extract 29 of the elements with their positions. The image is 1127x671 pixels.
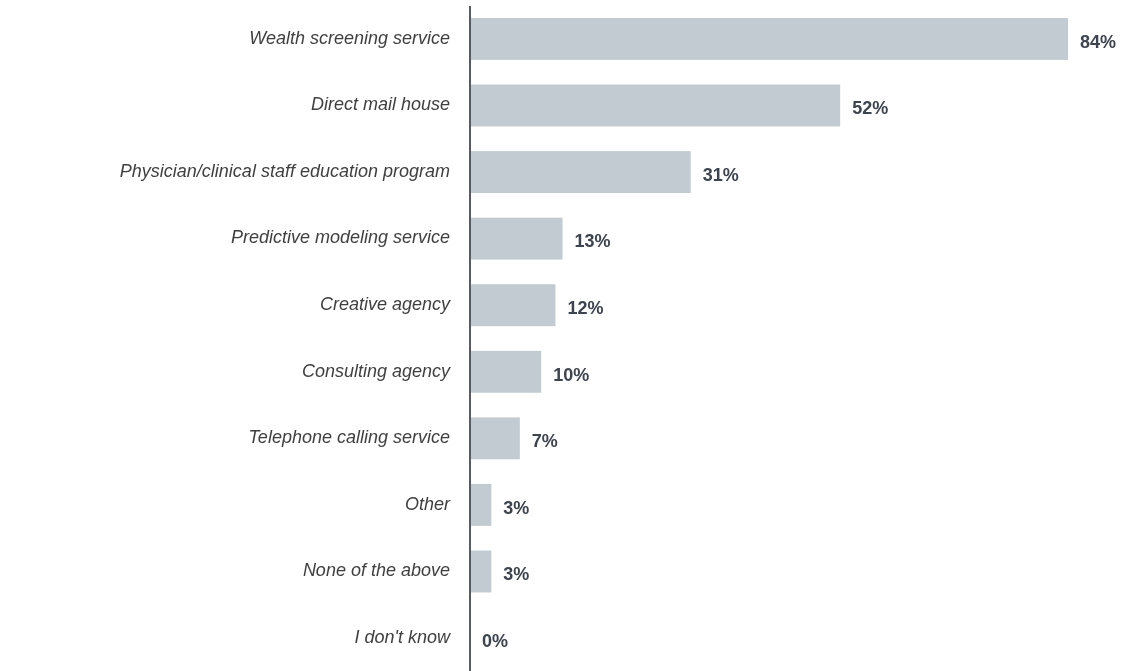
- bar: [470, 417, 520, 460]
- data-label: 3%: [503, 564, 530, 585]
- bar: [470, 284, 556, 327]
- bar: [470, 350, 542, 393]
- y-tick-label: Other: [404, 493, 451, 514]
- data-label: 31%: [702, 164, 739, 185]
- y-tick-label: None of the above: [302, 560, 450, 581]
- data-label: 52%: [852, 98, 889, 119]
- bar: [470, 17, 1068, 60]
- bar: [470, 151, 691, 194]
- data-label: 0%: [482, 630, 509, 651]
- data-label: 13%: [574, 231, 611, 252]
- data-label: 12%: [567, 297, 604, 318]
- y-tick-label: I don't know: [354, 626, 451, 647]
- bar: [470, 217, 563, 260]
- y-tick-label: Telephone calling service: [248, 427, 450, 448]
- data-label: 3%: [503, 497, 530, 518]
- y-tick-label: Consulting agency: [301, 360, 451, 381]
- data-label: 7%: [531, 431, 558, 452]
- y-tick-label: Direct mail house: [310, 94, 450, 115]
- y-tick-label: Physician/clinical staff education program: [119, 160, 450, 181]
- data-label: 84%: [1080, 31, 1117, 52]
- bar: [470, 550, 492, 593]
- y-tick-label: Creative agency: [319, 293, 451, 314]
- bar: [470, 84, 841, 127]
- bar: [470, 483, 492, 526]
- data-label: 10%: [553, 364, 590, 385]
- y-tick-label: Predictive modeling service: [230, 227, 450, 248]
- y-tick-label: Wealth screening service: [249, 27, 450, 48]
